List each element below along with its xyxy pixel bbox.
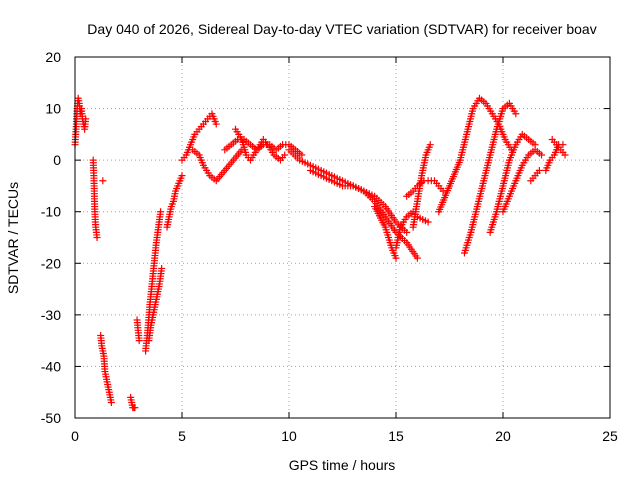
- data-point: [561, 151, 569, 159]
- y-tick-label: -30: [41, 307, 61, 323]
- data-series: [97, 331, 115, 407]
- data-series: [142, 208, 165, 355]
- data-point: [281, 151, 289, 159]
- y-axis: -50 -40 -30 -20 -10 0 10 20: [41, 49, 610, 426]
- data-point: [512, 110, 520, 118]
- x-tick-label: 10: [281, 428, 297, 444]
- y-tick-label: 10: [45, 101, 61, 117]
- data-series: [178, 110, 220, 164]
- data-point: [538, 151, 546, 159]
- data-series: [163, 172, 186, 231]
- data-point: [535, 166, 543, 174]
- data-point: [131, 404, 139, 412]
- data-point: [413, 254, 421, 262]
- data-point: [93, 234, 101, 241]
- data-series: [435, 94, 516, 216]
- data-point: [82, 115, 90, 123]
- y-tick-label: 0: [53, 152, 61, 168]
- data-point: [426, 141, 434, 149]
- data-point: [212, 120, 220, 128]
- data-series: [409, 141, 434, 231]
- x-tick-label: 25: [602, 428, 618, 444]
- data-point: [158, 264, 166, 272]
- data-point: [559, 141, 567, 149]
- data-points: [71, 94, 569, 412]
- x-tick-label: 5: [178, 428, 186, 444]
- y-axis-label: SDTVAR / TECUs: [5, 182, 21, 294]
- y-tick-label: -50: [41, 410, 61, 426]
- data-series: [499, 146, 546, 216]
- data-series: [127, 393, 139, 412]
- data-point: [298, 151, 306, 159]
- y-tick-label: -10: [41, 204, 61, 220]
- data-point: [178, 172, 186, 180]
- data-point: [403, 228, 411, 236]
- data-series: [527, 166, 543, 185]
- data-point: [107, 399, 115, 407]
- chart-title: Day 040 of 2026, Sidereal Day-to-day VTE…: [87, 21, 596, 37]
- data-point: [424, 218, 432, 226]
- plot-frame: [74, 56, 611, 419]
- x-tick-label: 15: [388, 428, 404, 444]
- data-series: [145, 264, 166, 345]
- x-tick-label: 0: [71, 428, 79, 444]
- data-series: [89, 156, 101, 241]
- data-series: [486, 130, 539, 236]
- data-point: [99, 177, 107, 185]
- data-series: [189, 146, 246, 185]
- data-point: [157, 208, 165, 216]
- data-series: [542, 141, 567, 174]
- data-series: [460, 99, 520, 257]
- data-series: [99, 177, 107, 185]
- y-tick-label: -20: [41, 255, 61, 271]
- data-point: [392, 254, 400, 262]
- data-series: [221, 136, 306, 159]
- x-axis: 0 5 10 15 20 25: [71, 57, 618, 444]
- data-series: [306, 166, 421, 262]
- y-tick-label: 20: [45, 49, 61, 65]
- data-point: [135, 337, 143, 345]
- x-axis-label: GPS time / hours: [289, 457, 396, 473]
- x-tick-label: 20: [495, 428, 511, 444]
- data-series: [133, 316, 143, 345]
- y-tick-label: -40: [41, 358, 61, 374]
- data-series: [371, 203, 400, 262]
- data-series: [232, 125, 289, 164]
